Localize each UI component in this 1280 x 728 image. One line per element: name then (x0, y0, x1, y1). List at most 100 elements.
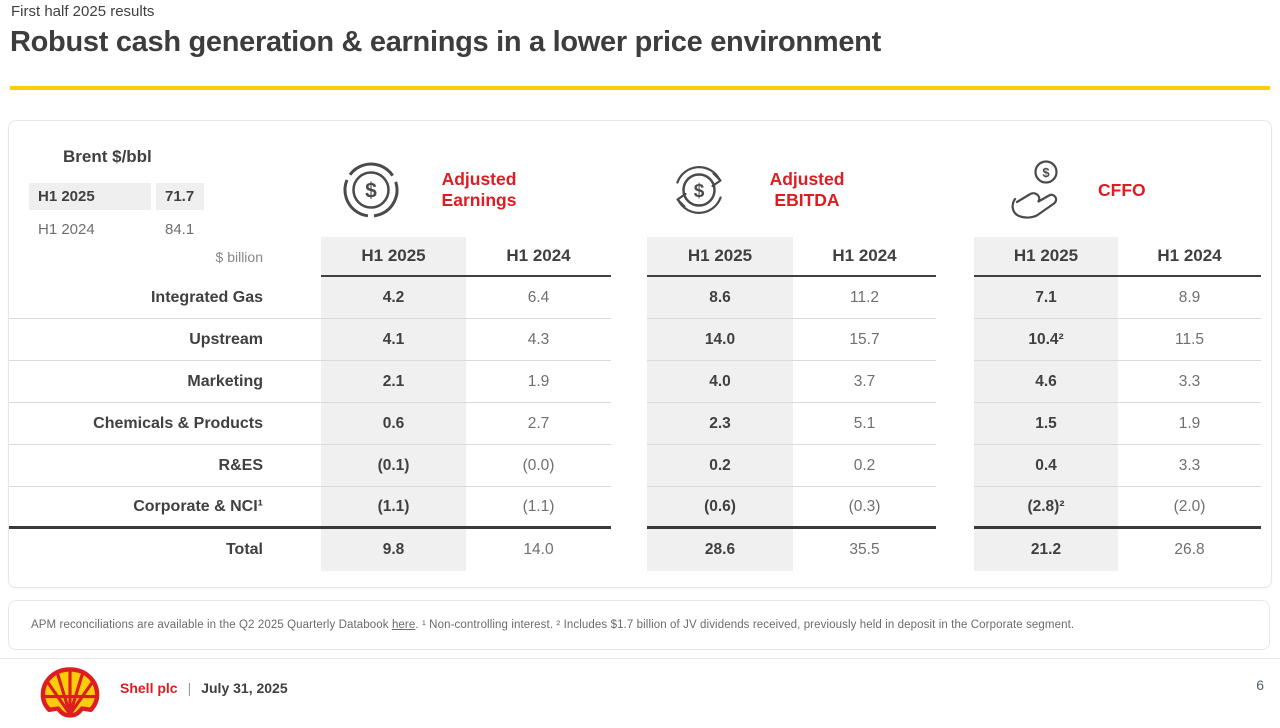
cell-value: 1.9 (1118, 403, 1261, 445)
column-gap (936, 529, 974, 571)
cell-value: 11.5 (1118, 319, 1261, 361)
cell-value: (2.8)² (974, 487, 1118, 529)
col-header-h1-2024: H1 2024 (793, 237, 936, 277)
col-header-h1-2025: H1 2025 (321, 237, 466, 277)
results-table-card: Brent $/bbl H1 2025 71.7 H1 2024 84.1 $ … (8, 120, 1272, 588)
cell-value: 4.6 (974, 361, 1118, 403)
footnote-prefix: APM reconciliations are available in the… (31, 619, 392, 631)
cell-value: 7.1 (974, 277, 1118, 319)
column-gap (611, 487, 647, 529)
cell-value: 0.2 (647, 445, 793, 487)
col-header-h1-2024: H1 2024 (466, 237, 611, 277)
cell-value: 14.0 (523, 541, 554, 558)
slide-title: Robust cash generation & earnings in a l… (10, 26, 881, 58)
column-gap (611, 361, 647, 403)
svg-text:$: $ (1042, 165, 1050, 180)
cell-value: 21.2 (974, 529, 1118, 571)
cell-value: (0.1) (321, 445, 466, 487)
cell-value: 0.4 (974, 445, 1118, 487)
metric-header-adjusted-earnings: $ Adjusted Earnings (341, 147, 527, 233)
column-gap (611, 319, 647, 361)
row-label: Chemicals & Products (9, 403, 321, 445)
column-gap (611, 445, 647, 487)
cell-value: 11.2 (793, 277, 936, 319)
cell-value: 28.6 (647, 529, 793, 571)
svg-text:$: $ (365, 180, 377, 203)
title-accent-rule (10, 86, 1270, 90)
brent-price-value: 71.7 (156, 183, 204, 210)
cell-value: 4.2 (321, 277, 466, 319)
row-label: Corporate & NCI¹ (9, 487, 321, 529)
cell-value: (1.1) (466, 487, 611, 529)
metric-label: Adjusted EBITDA (769, 169, 845, 210)
cell-value: 3.3 (1118, 361, 1261, 403)
brent-period-label: H1 2024 (38, 221, 95, 238)
brent-price-value: 84.1 (165, 221, 195, 238)
cell-value: 0.6 (321, 403, 466, 445)
column-gap (611, 237, 647, 277)
column-gap (611, 403, 647, 445)
cell-value: (1.1) (321, 487, 466, 529)
brent-price-title: Brent $/bbl (63, 147, 152, 166)
slide-eyebrow: First half 2025 results (11, 3, 155, 20)
cell-value: 1.9 (466, 361, 611, 403)
brent-row-h1-2024: H1 2024 84.1 (29, 216, 204, 243)
column-gap (936, 487, 974, 529)
col-header-h1-2024: H1 2024 (1118, 237, 1261, 277)
cell-value: 8.9 (1118, 277, 1261, 319)
column-gap (936, 319, 974, 361)
cell-value: 2.7 (466, 403, 611, 445)
cell-value: 0.2 (793, 445, 936, 487)
column-gap (611, 529, 647, 571)
metric-header-cffo: $ CFFO (1006, 147, 1146, 233)
row-label: Upstream (9, 319, 321, 361)
shell-pecten-logo-icon (38, 665, 102, 728)
databook-link[interactable]: here (391, 619, 416, 631)
unit-label: $ billion (215, 249, 263, 265)
brent-period-label: H1 2025 (29, 183, 151, 210)
cell-value: (0.0) (466, 445, 611, 487)
svg-text:$: $ (694, 181, 705, 202)
row-label: Total (225, 541, 263, 558)
hand-dollar-icon: $ (1006, 159, 1074, 221)
cycle-dollar-icon: $ (669, 160, 729, 220)
cell-value: 10.4² (974, 319, 1118, 361)
cell-value: 6.4 (466, 277, 611, 319)
company-name: Shell plc (120, 680, 178, 696)
footer-divider (0, 658, 1280, 659)
metric-label: Adjusted Earnings (441, 169, 517, 210)
cell-value: 15.7 (793, 319, 936, 361)
col-header-h1-2025: H1 2025 (647, 237, 793, 277)
cell-value: 35.5 (849, 541, 880, 558)
segment-results-table: $ billion H1 2025 H1 2024 H1 2025 H1 2024 H1 … (9, 237, 1261, 571)
metric-label: CFFO (1098, 179, 1146, 200)
cell-value: 5.1 (793, 403, 936, 445)
column-gap (936, 237, 974, 277)
cell-value: 3.3 (1118, 445, 1261, 487)
column-gap (936, 403, 974, 445)
row-label: Integrated Gas (9, 277, 321, 319)
cell-value: 9.8 (321, 529, 466, 571)
page-number: 6 (1256, 677, 1264, 693)
footer-text: Shell plc | July 31, 2025 (120, 680, 288, 696)
footnote-card: APM reconciliations are available in the… (8, 600, 1270, 650)
brent-row-h1-2025: H1 2025 71.7 (29, 183, 204, 210)
cell-value: 8.6 (647, 277, 793, 319)
footnote-text: APM reconciliations are available in the… (31, 619, 1074, 631)
footnote-suffix: . ¹ Non-controlling interest. ² Includes… (415, 619, 1075, 631)
column-gap (936, 361, 974, 403)
column-gap (936, 445, 974, 487)
cell-value: 4.1 (321, 319, 466, 361)
cell-value: (2.0) (1118, 487, 1261, 529)
cell-value: 26.8 (1174, 541, 1205, 558)
cell-value: (0.6) (647, 487, 793, 529)
row-label: Marketing (9, 361, 321, 403)
col-header-h1-2025: H1 2025 (974, 237, 1118, 277)
cell-value: 4.0 (647, 361, 793, 403)
column-gap (611, 277, 647, 319)
slide-date: July 31, 2025 (201, 680, 288, 696)
metric-header-adjusted-ebitda: $ Adjusted EBITDA (669, 147, 855, 233)
row-label: R&ES (9, 445, 321, 487)
cell-value: 4.3 (466, 319, 611, 361)
cell-value: 2.3 (647, 403, 793, 445)
